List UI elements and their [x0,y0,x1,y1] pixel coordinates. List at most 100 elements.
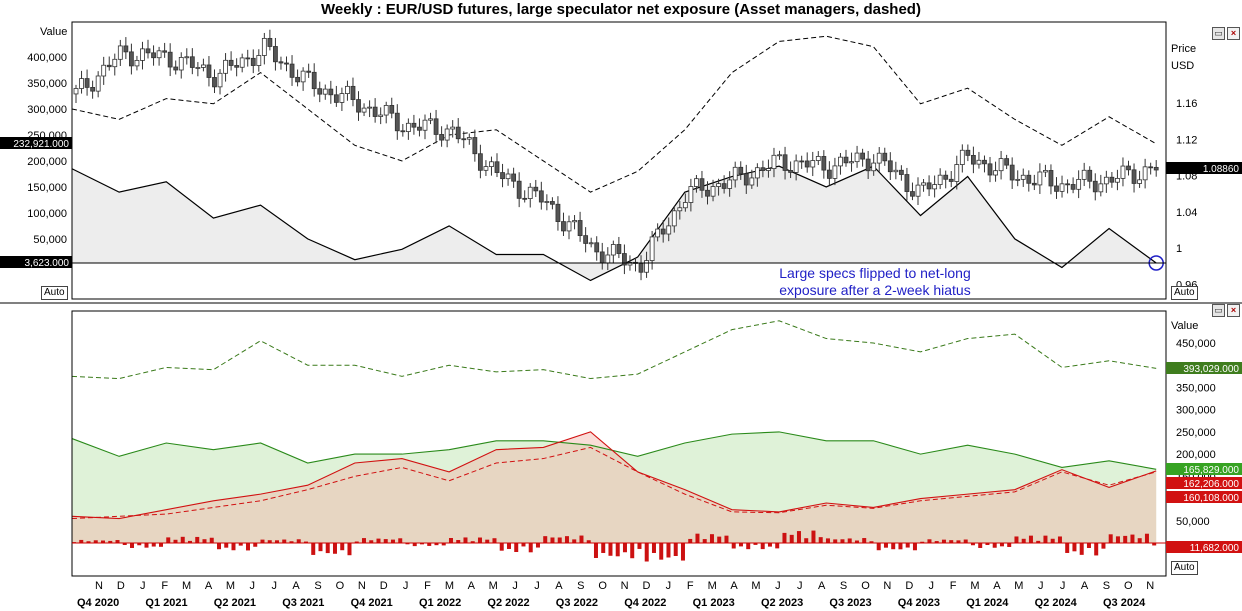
annotation: Large specs flipped to net-long exposure… [745,265,1005,299]
weekly-change-bar [782,532,787,543]
top-left-auto-button[interactable]: Auto [41,286,68,300]
weekly-change-bar [151,543,156,547]
weekly-change-bar [1028,535,1033,543]
price-candle [1009,164,1015,181]
bottom-panel-restore-button[interactable]: ▭ [1212,304,1225,317]
tag-left-zero: 3,623.000 [25,258,70,269]
price-candle [544,201,550,203]
weekly-change-bar [883,543,888,548]
weekly-change-bar [361,538,366,543]
price-candle [1087,169,1093,182]
weekly-change-bar [615,543,620,557]
weekly-change-bar [376,538,381,543]
bottom-tick-label: 50,000 [1176,516,1210,528]
weekly-change-bar [1021,538,1026,543]
price-candle [1120,165,1126,179]
month-label: D [643,580,651,592]
price-candle [644,260,649,273]
price-candle [887,160,893,173]
weekly-change-bar [463,537,468,543]
price-candle [356,99,361,113]
price-candle [1059,183,1065,192]
price-candle [754,167,760,179]
price-candle [322,88,328,95]
weekly-change-bar [100,540,105,543]
price-candle [1115,177,1120,183]
weekly-change-bar [332,543,337,554]
weekly-change-bar [173,539,178,543]
month-label: F [687,580,694,592]
price-candle [627,261,633,266]
weekly-change-bar [666,543,671,558]
price-candle [915,184,921,197]
price-candle [189,56,195,68]
bottom-auto-button[interactable]: Auto [1171,561,1198,575]
price-candle [705,189,710,197]
shorts-am-line [71,446,1157,520]
weekly-change-bar [347,543,352,556]
month-label: J [928,580,934,592]
weekly-change-bar [673,543,678,557]
weekly-change-bar [383,539,388,543]
quarter-label: Q3 2024 [1103,597,1146,609]
month-label: J [403,580,409,592]
top-right-auto-button[interactable]: Auto [1171,286,1198,300]
price-candle [876,152,882,164]
price-candle [555,203,561,222]
weekly-change-bar [630,543,635,559]
month-label: N [95,580,103,592]
weekly-change-bar [267,540,272,543]
price-candle [134,60,140,67]
right-tick-label: 1.04 [1176,207,1197,219]
price-candle [699,178,705,191]
weekly-change-bar [289,541,294,543]
price-candle [749,177,755,186]
month-label: M [445,580,454,592]
month-label: S [1103,580,1110,592]
price-candle [843,156,849,164]
weekly-change-bar [680,543,685,561]
price-candle [273,46,278,63]
weekly-change-bar [920,541,925,543]
month-label: O [861,580,870,592]
weekly-change-bar [869,541,874,543]
price-candle [583,235,589,244]
price-candle [389,105,395,114]
tag-shorts: 162,206.000 [1183,479,1239,490]
weekly-change-bar [746,543,751,550]
left-tick-label: 200,000 [27,156,67,168]
bottom-tick-label: 350,000 [1176,382,1216,394]
quarter-label: Q3 2023 [829,597,871,609]
price-candle [422,119,428,131]
price-candle [328,88,334,96]
weekly-change-bar [86,541,91,543]
quarter-label: Q2 2023 [761,597,803,609]
quarter-label: Q2 2024 [1035,597,1078,609]
price-candle [1098,183,1104,193]
price-candle [572,220,577,223]
price-candle [815,156,821,161]
bottom-tick-label: 300,000 [1176,405,1216,417]
weekly-change-bar [724,535,729,543]
month-label: A [205,580,213,592]
month-label: A [468,580,476,592]
weekly-change-bar [311,543,316,555]
price-candle [710,186,716,197]
price-candle [494,161,500,173]
price-candle [727,179,733,189]
price-candle [810,160,816,168]
tag-shorts-bg [1166,477,1242,489]
bottom-panel-close-button[interactable]: × [1227,304,1240,317]
price-candle [95,75,101,92]
price-candle [865,158,871,172]
top-panel-restore-button[interactable]: ▭ [1212,27,1225,40]
month-label: M [708,580,717,592]
price-candle [239,57,245,68]
open-interest-line [71,320,1157,380]
weekly-change-bar [325,543,330,554]
top-panel-close-button[interactable]: × [1227,27,1240,40]
price-candle [533,186,539,192]
price-candle [538,190,544,203]
weekly-change-bar [405,543,410,545]
quarter-label: Q1 2021 [145,597,187,609]
